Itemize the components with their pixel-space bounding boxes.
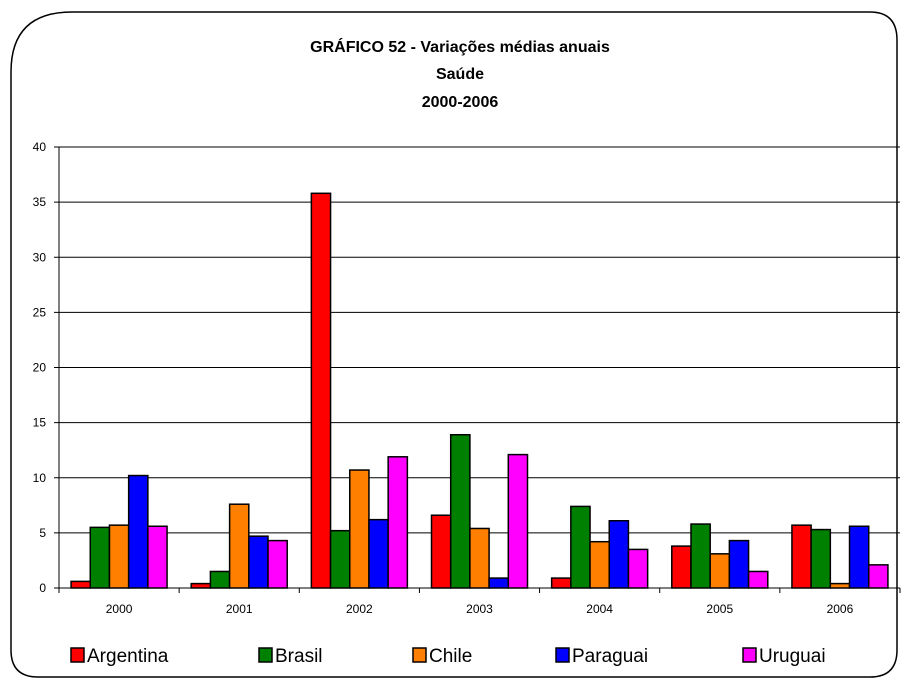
bar-argentina-2005: [671, 545, 692, 589]
y-tick-label-40: 40: [33, 140, 47, 154]
y-tick-label-20: 20: [33, 361, 47, 375]
y-tick-label-5: 5: [39, 526, 46, 540]
tick-labels: 0 5 10 15 20 25 30 35 40 2000 2001 2002 2003 2004 2005…: [33, 140, 854, 616]
bar-uruguai-2006: [867, 564, 889, 589]
chart-title-line-3: 2000-2006: [422, 94, 499, 111]
bar-chile-2002: [349, 469, 370, 589]
y-tick-label-25: 25: [33, 305, 47, 319]
legend-label-argentina: Argentina: [87, 646, 169, 667]
bar-chile-2001: [228, 503, 250, 589]
x-tick-label-2006: 2006: [827, 602, 854, 616]
y-tick-label-15: 15: [33, 416, 47, 430]
legend-swatch-paraguai: [555, 647, 570, 663]
bar-chile-2005: [709, 553, 731, 589]
bar-brasil-2000: [89, 526, 111, 589]
legend-swatch-brasil: [258, 647, 273, 663]
chart-title-line-1: GRÁFICO 52 - Variações médias anuais: [310, 37, 610, 56]
bar-uruguai-2005: [747, 570, 769, 589]
legend-swatch-argentina: [70, 647, 85, 663]
bar-argentina-2002: [310, 192, 332, 589]
bar-paraguai-2003: [488, 577, 510, 589]
bar-paraguai-2000: [127, 474, 149, 589]
bar-brasil-2002: [329, 529, 351, 589]
chart-title-line-2: Saúde: [436, 66, 484, 83]
x-tick-label-2001: 2001: [226, 602, 253, 616]
bar-brasil-2005: [690, 523, 711, 589]
bar-chile-2004: [589, 540, 610, 589]
bar-uruguai-2001: [267, 539, 288, 589]
bar-uruguai-2000: [147, 525, 168, 589]
legend-swatch-chile: [412, 647, 427, 663]
bar-argentina-2004: [550, 577, 572, 589]
legend-label-paraguai: Paraguai: [572, 646, 648, 667]
x-tick-label-2000: 2000: [106, 602, 133, 616]
legend: Argentina Brasil Chile Paraguai Uruguai: [70, 646, 826, 667]
bar-paraguai-2006: [848, 525, 870, 589]
x-tick-label-2004: 2004: [586, 602, 613, 616]
x-tick-label-2005: 2005: [706, 602, 733, 616]
bar-brasil-2004: [570, 505, 591, 589]
y-tick-label-30: 30: [33, 250, 47, 264]
bar-paraguai-2001: [248, 535, 269, 589]
bar-chile-2006: [829, 582, 851, 589]
bar-argentina-2001: [190, 582, 212, 589]
x-tick-label-2002: 2002: [346, 602, 373, 616]
bar-argentina-2000: [70, 580, 92, 589]
bar-argentina-2006: [791, 524, 812, 589]
y-tick-label-0: 0: [39, 581, 46, 595]
bar-brasil-2006: [810, 528, 832, 589]
bar-uruguai-2004: [627, 548, 649, 589]
legend-label-brasil: Brasil: [275, 646, 323, 667]
y-tick-label-10: 10: [33, 471, 47, 485]
x-tick-label-2003: 2003: [466, 602, 493, 616]
bar-paraguai-2005: [728, 539, 750, 589]
bar-paraguai-2002: [368, 518, 389, 589]
legend-label-chile: Chile: [429, 646, 472, 667]
bar-uruguai-2003: [507, 453, 529, 589]
bar-argentina-2003: [430, 514, 452, 589]
y-tick-label-35: 35: [33, 195, 47, 209]
bars: [70, 192, 889, 589]
bar-brasil-2001: [209, 570, 231, 589]
bar-chile-2000: [108, 524, 130, 589]
bar-paraguai-2004: [608, 519, 630, 589]
legend-swatch-uruguai: [742, 647, 757, 663]
legend-label-uruguai: Uruguai: [759, 646, 826, 667]
bar-brasil-2003: [449, 434, 471, 589]
bar-uruguai-2002: [387, 456, 409, 589]
bar-chile-2003: [469, 527, 490, 589]
